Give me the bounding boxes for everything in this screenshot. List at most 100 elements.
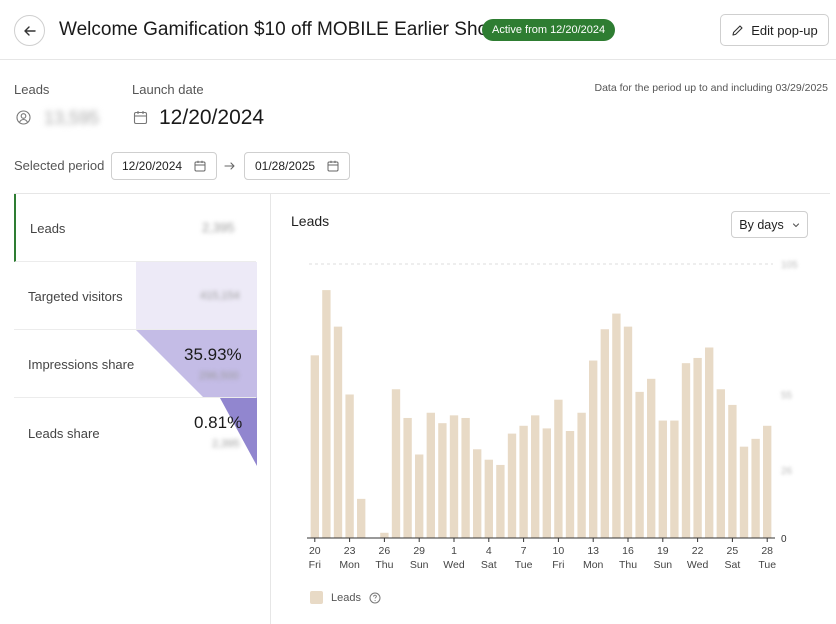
help-icon[interactable]: [369, 592, 381, 604]
x-tick-weekday: Sun: [410, 559, 429, 571]
bar[interactable]: [728, 404, 737, 538]
x-tick-weekday: Tue: [758, 559, 776, 571]
bar[interactable]: [554, 399, 563, 538]
bar[interactable]: [322, 290, 331, 538]
page-title: Welcome Gamification $10 off MOBILE Earl…: [59, 19, 523, 40]
user-icon: [16, 110, 31, 125]
x-tick-weekday: Wed: [687, 559, 709, 571]
bar[interactable]: [589, 360, 598, 538]
x-tick-day: 23: [344, 545, 356, 557]
bar[interactable]: [681, 363, 691, 538]
x-tick-weekday: Tue: [515, 559, 533, 571]
bar[interactable]: [647, 378, 656, 538]
funnel-row-leads[interactable]: Leads 2,395: [14, 194, 256, 262]
x-tick-weekday: Sun: [653, 559, 672, 571]
granularity-select[interactable]: By days: [731, 211, 808, 238]
bar[interactable]: [403, 417, 412, 538]
legend-swatch: [310, 591, 323, 604]
bar[interactable]: [716, 389, 725, 538]
calendar-icon: [194, 160, 206, 172]
funnel-row-targeted-visitors[interactable]: Targeted visitors 415,154: [14, 262, 256, 330]
bar[interactable]: [658, 420, 667, 538]
funnel-label: Leads share: [28, 426, 100, 441]
chart-legend: Leads: [310, 591, 381, 604]
period-start-value: 12/20/2024: [122, 159, 183, 173]
bar[interactable]: [670, 420, 679, 538]
bar[interactable]: [426, 412, 435, 538]
x-tick-day: 22: [692, 545, 704, 557]
x-tick-weekday: Wed: [443, 559, 465, 571]
funnel-value: 2,395: [212, 438, 240, 450]
period-start-input[interactable]: 12/20/2024: [111, 152, 217, 180]
x-tick-day: 19: [657, 545, 669, 557]
bar[interactable]: [449, 415, 459, 538]
x-tick-weekday: Mon: [583, 559, 604, 571]
x-tick-day: 16: [622, 545, 634, 557]
bar[interactable]: [612, 313, 621, 538]
selected-period-label: Selected period: [14, 158, 105, 173]
bar[interactable]: [507, 433, 517, 538]
funnel-segment-targeted: [136, 262, 257, 330]
calendar-icon: [327, 160, 339, 172]
leads-label: Leads: [14, 82, 50, 97]
bar[interactable]: [391, 389, 401, 538]
chart-title: Leads: [291, 213, 330, 229]
period-end-value: 01/28/2025: [255, 159, 316, 173]
bar[interactable]: [415, 454, 424, 538]
bar[interactable]: [519, 425, 528, 538]
pencil-icon: [732, 24, 743, 36]
x-tick-day: 20: [309, 545, 321, 557]
granularity-value: By days: [739, 217, 784, 232]
bar[interactable]: [763, 425, 772, 538]
bar[interactable]: [623, 326, 633, 538]
bar[interactable]: [531, 415, 540, 538]
funnel-row-leads-share[interactable]: Leads share 0.81% 2,395: [14, 398, 256, 466]
y-tick-label: 0: [781, 534, 787, 545]
bar[interactable]: [542, 428, 551, 538]
bar[interactable]: [739, 446, 749, 538]
launch-date-label: Launch date: [132, 82, 204, 97]
back-button[interactable]: [14, 15, 45, 46]
bar[interactable]: [484, 459, 493, 538]
bar[interactable]: [333, 326, 343, 538]
legend-label: Leads: [331, 591, 361, 604]
bar[interactable]: [345, 394, 354, 538]
x-tick-day: 13: [587, 545, 599, 557]
funnel-label: Leads: [30, 221, 66, 236]
bar[interactable]: [705, 347, 714, 538]
funnel-label: Impressions share: [28, 357, 135, 372]
y-tick-label: 105: [781, 260, 798, 271]
funnel-row-impressions-share[interactable]: Impressions share 35.93% 296,500: [14, 330, 256, 398]
y-tick-label: 55: [781, 390, 793, 401]
bar[interactable]: [380, 532, 389, 538]
bar[interactable]: [693, 357, 702, 538]
bar[interactable]: [600, 329, 609, 538]
calendar-icon: [133, 111, 148, 125]
funnel-graphic: [136, 262, 257, 466]
bar[interactable]: [635, 391, 644, 538]
funnel-segment-impressions: [136, 330, 257, 398]
funnel-pct: 35.93%: [184, 345, 242, 364]
bar[interactable]: [461, 417, 470, 538]
launch-date-value: 12/20/2024: [159, 106, 265, 129]
x-tick-weekday: Fri: [309, 559, 321, 571]
bar[interactable]: [310, 355, 319, 538]
edit-popup-button[interactable]: Edit pop-up: [720, 14, 829, 46]
bar[interactable]: [438, 423, 447, 538]
x-tick-day: 1: [451, 545, 457, 557]
x-tick-day: 25: [727, 545, 739, 557]
bar[interactable]: [565, 431, 575, 538]
x-tick-day: 28: [761, 545, 773, 557]
bar[interactable]: [577, 412, 586, 538]
bar[interactable]: [357, 498, 366, 538]
bar[interactable]: [751, 438, 760, 538]
bar[interactable]: [496, 464, 505, 538]
bar[interactable]: [473, 449, 482, 538]
panel-divider: [270, 194, 271, 624]
x-tick-weekday: Sat: [481, 559, 497, 571]
period-end-input[interactable]: 01/28/2025: [244, 152, 350, 180]
arrow-left-icon: [23, 25, 36, 36]
funnel-segment-leads: [220, 398, 257, 466]
x-tick-day: 7: [521, 545, 527, 557]
